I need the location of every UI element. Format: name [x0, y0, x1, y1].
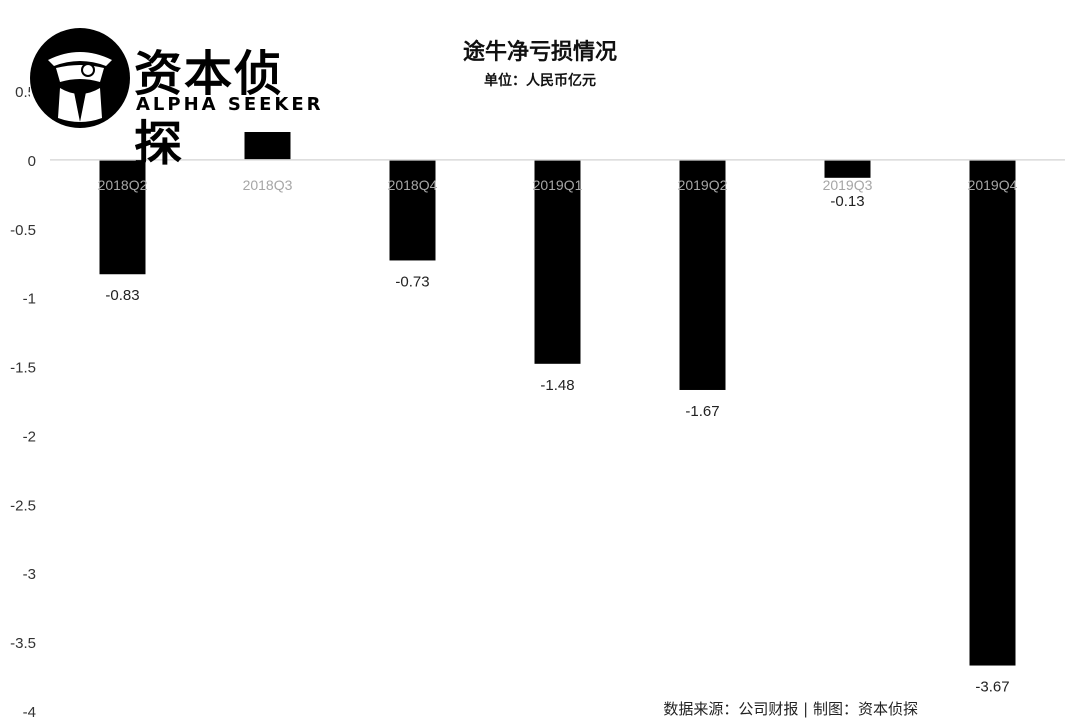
y-tick-label: -0.5 [10, 222, 36, 239]
bar-2019Q2 [679, 159, 726, 390]
x-tick-label: 2019Q1 [533, 177, 583, 193]
data-label: -0.73 [395, 273, 429, 290]
data-label: -3.67 [975, 679, 1009, 696]
bar-value-labels: -0.83 -0.73 -1.48 -1.67 -0.13 -3.67 [105, 193, 1009, 696]
chart-title: 途牛净亏损情况 [462, 39, 617, 65]
x-axis-category-labels: 2018Q2 2018Q3 2018Q4 2019Q1 2019Q2 2019Q3 2019… [98, 177, 1018, 193]
y-tick-label: -3.5 [10, 635, 36, 652]
bar-2018Q4 [389, 159, 436, 261]
y-axis-tick-labels: 0.50-0.5-1-1.5-2-2.5-3-3.5-4 [10, 84, 36, 721]
detective-icon [30, 28, 130, 128]
x-tick-label: 2018Q2 [98, 177, 148, 193]
y-tick-label: -1.5 [10, 360, 36, 377]
bar-2019Q4 [969, 159, 1016, 666]
bar-2018Q2 [99, 159, 146, 275]
x-tick-label: 2019Q4 [968, 177, 1018, 193]
chart-subtitle: 单位：人民币亿元 [484, 73, 596, 89]
data-source-note: 数据来源：公司财报 | 制图：资本侦探 [663, 700, 918, 718]
y-tick-label: 0 [28, 153, 36, 170]
data-label: -1.67 [685, 403, 719, 420]
x-tick-label: 2019Q3 [823, 177, 873, 193]
x-tick-label: 2019Q2 [678, 177, 728, 193]
bars [99, 128, 1016, 666]
logo-name-en: ALPHA SEEKER [136, 94, 324, 115]
y-tick-label: -2.5 [10, 497, 36, 514]
y-tick-label: -4 [23, 704, 36, 721]
x-tick-label: 2018Q4 [388, 177, 438, 193]
bar-2018Q3 [244, 128, 291, 160]
y-tick-label: -2 [23, 428, 36, 445]
logo-name-cn: 资本侦探 [134, 46, 285, 172]
data-label: -0.13 [830, 193, 864, 210]
y-tick-label: -3 [23, 566, 36, 583]
x-tick-label: 2018Q3 [243, 177, 293, 193]
alpha-seeker-logo: 资本侦探 ALPHA SEEKER [30, 26, 330, 172]
data-label: -1.48 [540, 377, 574, 394]
y-tick-label: -1 [23, 291, 36, 308]
bar-2019Q1 [534, 159, 581, 364]
data-label: -0.83 [105, 287, 139, 304]
bar-2019Q3 [824, 159, 871, 178]
